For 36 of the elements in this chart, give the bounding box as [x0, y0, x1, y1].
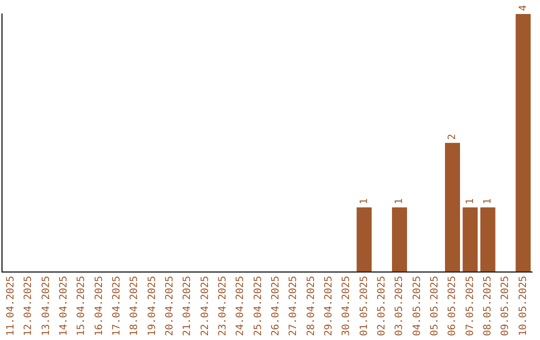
x-tick-label: 24.04.2025: [235, 276, 246, 336]
data-label: 1: [394, 198, 406, 204]
x-tick-label: 08.05.2025: [482, 276, 494, 336]
x-tick-label: 10.05.2025: [518, 276, 529, 336]
data-label: 2: [447, 134, 458, 140]
x-tick-label: 01.05.2025: [358, 276, 370, 336]
x-tick-label: 23.04.2025: [217, 276, 228, 336]
x-tick-label: 04.05.2025: [412, 276, 423, 336]
x-tick-label: 17.04.2025: [111, 276, 122, 336]
x-tick-label: 05.05.2025: [429, 276, 440, 336]
data-label: 1: [464, 198, 476, 204]
x-tick-label: 26.04.2025: [270, 276, 282, 336]
x-tick-label: 29.04.2025: [323, 276, 334, 336]
x-tick-label: 09.05.2025: [500, 276, 512, 336]
x-tick-label: 19.04.2025: [146, 276, 158, 336]
x-tick-label: 12.04.2025: [23, 276, 34, 336]
x-tick-label: 30.04.2025: [341, 276, 352, 336]
x-tick-label: 15.04.2025: [76, 276, 88, 336]
x-tick-label: 14.04.2025: [58, 276, 70, 336]
x-tick-label: 27.04.2025: [288, 276, 300, 336]
x-tick-label: 18.04.2025: [129, 276, 140, 336]
x-tick-label: 03.05.2025: [394, 276, 406, 336]
x-tick-label: 28.04.2025: [306, 276, 317, 336]
x-tick-label: 13.04.2025: [40, 276, 52, 336]
data-label: 1: [358, 198, 370, 204]
x-tick-label: 20.04.2025: [164, 276, 176, 336]
x-tick-label: 16.04.2025: [94, 276, 105, 336]
x-tick-label: 11.04.2025: [5, 276, 16, 336]
x-tick-label: 21.04.2025: [182, 276, 194, 336]
x-tick-label: 02.05.2025: [376, 276, 388, 336]
x-tick-label: 07.05.2025: [464, 276, 476, 336]
x-tick-label: 06.05.2025: [447, 276, 458, 336]
x-tick-label: 25.04.2025: [252, 276, 264, 336]
data-label: 1: [482, 198, 494, 204]
x-tick-label: 22.04.2025: [200, 276, 211, 336]
data-label: 4: [518, 4, 529, 11]
